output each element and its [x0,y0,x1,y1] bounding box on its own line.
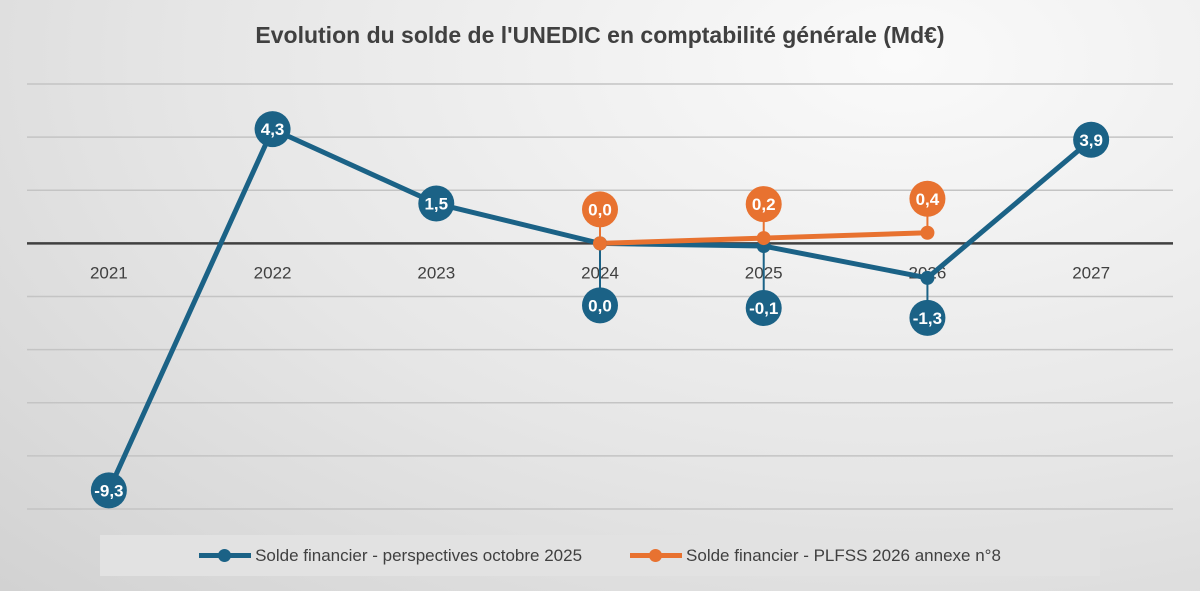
data-label-1: 0,2 [752,195,776,214]
data-point-0 [582,287,618,324]
data-label-0: -9,3 [94,481,123,500]
data-point-1 [745,186,782,223]
data-label-0: 0,0 [588,296,612,315]
legend-item-perspectives[interactable]: Solde financier - perspectives octobre 2… [199,546,582,566]
data-label-0: 4,3 [261,120,285,139]
legend-label-plfss: Solde financier - PLFSS 2026 annexe n°8 [686,545,1001,565]
x-tick-label: 2023 [417,263,455,282]
data-point-0 [254,111,291,148]
data-label-0: 1,5 [424,195,448,214]
data-point-0 [1073,121,1110,158]
legend-marker-perspectives [199,549,252,562]
data-point-1 [582,191,618,228]
data-point-0 [909,299,946,336]
legend-marker-plfss [630,549,683,562]
legend-item-plfss[interactable]: Solde financier - PLFSS 2026 annexe n°8 [630,546,1001,566]
data-label-0: -1,3 [913,309,942,328]
data-label-0: 3,9 [1079,131,1103,150]
legend-label-perspectives: Solde financier - perspectives octobre 2… [255,545,583,565]
data-label-0: -0,1 [749,299,778,318]
x-tick-label: 2021 [90,263,128,282]
x-tick-label: 2022 [254,263,292,282]
data-label-1: 0,0 [588,200,612,219]
x-tick-label: 2027 [1072,263,1110,282]
chart-title: Evolution du solde de l'UNEDIC en compta… [255,22,945,48]
data-point-0 [745,290,782,327]
legend: Solde financier - perspectives octobre 2… [100,535,1100,576]
data-point-1 [909,180,946,217]
data-label-1: 0,4 [916,190,940,209]
data-point-0 [90,472,127,509]
data-point-0 [418,185,455,222]
